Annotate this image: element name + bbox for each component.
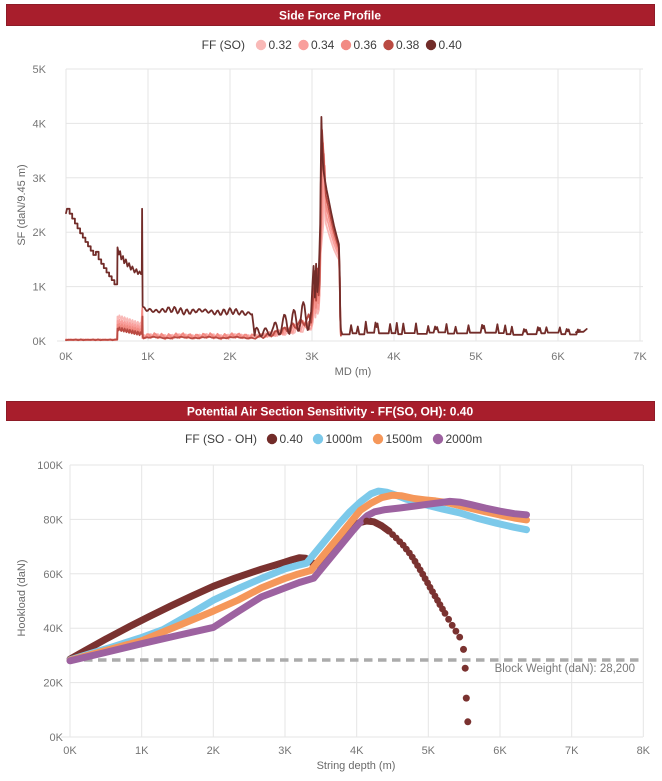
svg-text:4K: 4K	[350, 745, 364, 757]
svg-text:0.36: 0.36	[354, 38, 378, 52]
svg-text:3K: 3K	[305, 351, 319, 363]
svg-text:80K: 80K	[43, 514, 63, 526]
svg-text:0K: 0K	[63, 745, 77, 757]
svg-text:Side Force Profile: Side Force Profile	[279, 9, 381, 23]
svg-text:20K: 20K	[43, 678, 63, 690]
svg-text:3K: 3K	[33, 173, 47, 185]
svg-text:MD (m): MD (m)	[335, 366, 372, 378]
svg-text:0.40: 0.40	[439, 38, 463, 52]
svg-text:4K: 4K	[387, 351, 401, 363]
svg-text:5K: 5K	[469, 351, 483, 363]
svg-text:0K: 0K	[59, 351, 73, 363]
svg-text:1K: 1K	[141, 351, 155, 363]
svg-text:0.38: 0.38	[396, 38, 420, 52]
svg-text:5K: 5K	[422, 745, 436, 757]
svg-text:0K: 0K	[50, 732, 64, 744]
svg-text:4K: 4K	[33, 118, 47, 130]
svg-text:3K: 3K	[278, 745, 292, 757]
svg-text:7K: 7K	[633, 351, 647, 363]
svg-text:Potential Air Section Sensitiv: Potential Air Section Sensitivity - FF(S…	[187, 405, 474, 419]
svg-text:100K: 100K	[37, 460, 63, 472]
svg-text:6K: 6K	[493, 745, 507, 757]
svg-text:1500m: 1500m	[386, 432, 423, 446]
svg-text:SF (daN/9.45 m): SF (daN/9.45 m)	[16, 164, 28, 245]
svg-text:40K: 40K	[43, 623, 63, 635]
svg-text:0.34: 0.34	[311, 38, 335, 52]
svg-text:2000m: 2000m	[446, 432, 483, 446]
svg-text:6K: 6K	[551, 351, 565, 363]
svg-text:Hookload (daN): Hookload (daN)	[16, 559, 28, 636]
svg-text:2K: 2K	[33, 227, 47, 239]
svg-text:8K: 8K	[637, 745, 651, 757]
svg-text:7K: 7K	[565, 745, 579, 757]
svg-text:2K: 2K	[207, 745, 221, 757]
svg-text:String depth (m): String depth (m)	[317, 760, 396, 772]
svg-text:0.32: 0.32	[269, 38, 293, 52]
svg-text:FF (SO - OH): FF (SO - OH)	[185, 432, 257, 446]
svg-text:0K: 0K	[33, 336, 47, 348]
svg-text:FF (SO): FF (SO)	[202, 38, 245, 52]
svg-text:0.40: 0.40	[280, 432, 304, 446]
svg-text:1000m: 1000m	[326, 432, 363, 446]
svg-text:5K: 5K	[33, 64, 47, 76]
svg-text:Block Weight (daN): 28,200: Block Weight (daN): 28,200	[495, 663, 635, 675]
svg-text:1K: 1K	[135, 745, 149, 757]
svg-text:60K: 60K	[43, 569, 63, 581]
svg-text:2K: 2K	[223, 351, 237, 363]
svg-text:1K: 1K	[33, 282, 47, 294]
